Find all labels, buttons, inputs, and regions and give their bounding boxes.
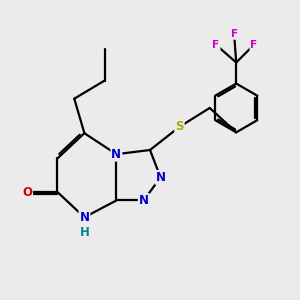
Text: S: S [175, 120, 184, 134]
Text: F: F [231, 29, 238, 39]
Text: N: N [139, 194, 149, 207]
Text: N: N [155, 171, 166, 184]
Text: N: N [80, 211, 89, 224]
Text: N: N [111, 148, 121, 161]
Text: F: F [212, 40, 220, 50]
Text: F: F [250, 40, 257, 50]
Text: O: O [22, 186, 32, 199]
Text: H: H [80, 226, 89, 238]
